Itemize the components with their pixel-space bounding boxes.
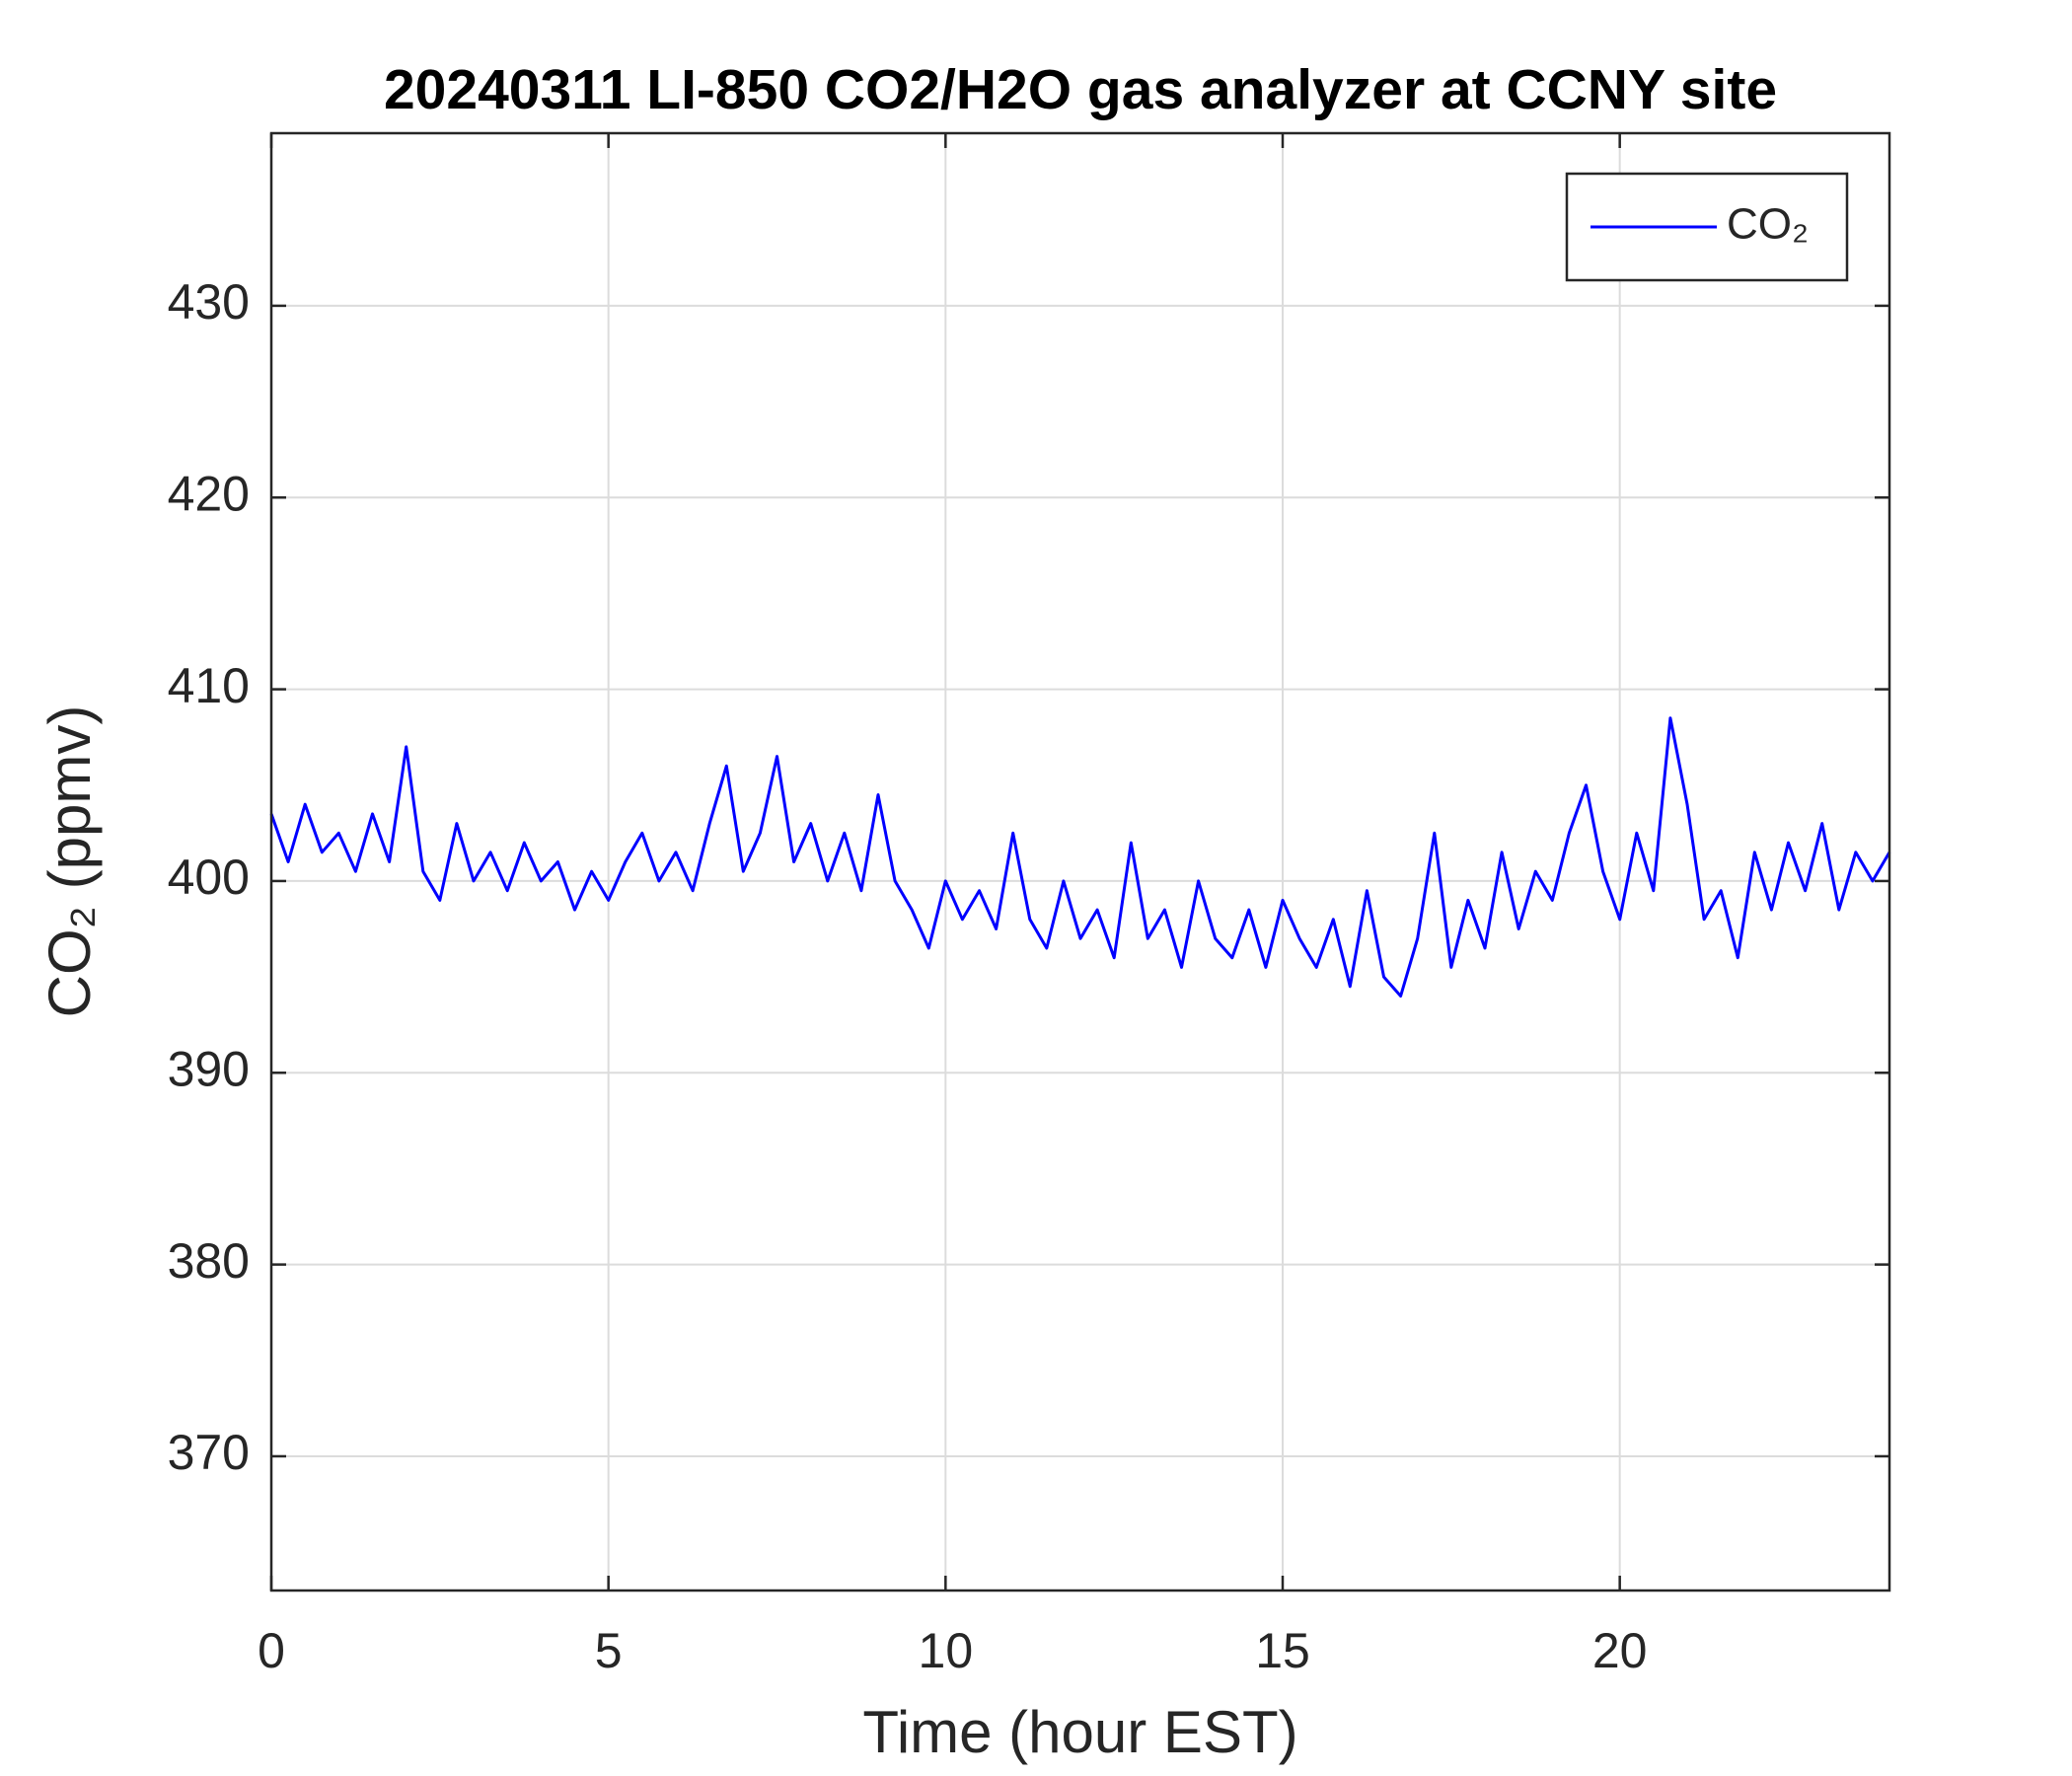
x-tick-label: 0 <box>258 1623 285 1678</box>
chart-title: 20240311 LI-850 CO2/H2O gas analyzer at … <box>384 58 1777 121</box>
y-tick-label: 400 <box>168 850 250 905</box>
y-tick-label: 390 <box>168 1041 250 1096</box>
x-tick-label: 20 <box>1592 1623 1648 1678</box>
x-axis-label: Time (hour EST) <box>862 1699 1297 1765</box>
x-tick-label: 15 <box>1255 1623 1310 1678</box>
x-tick-label: 5 <box>595 1623 623 1678</box>
axes-box <box>269 131 1891 1592</box>
y-axis-label: CO₂ (ppmv) <box>37 705 103 1018</box>
legend-label: CO₂ <box>1727 200 1809 249</box>
plot-area <box>271 133 1889 1591</box>
x-tick-label: 10 <box>919 1623 974 1678</box>
data-line <box>269 716 1891 998</box>
y-tick-label: 410 <box>168 658 250 713</box>
y-tick-label: 370 <box>168 1425 250 1480</box>
y-tick-label: 430 <box>168 274 250 330</box>
y-tick-label: 380 <box>168 1233 250 1289</box>
y-tick-label: 420 <box>168 466 250 521</box>
